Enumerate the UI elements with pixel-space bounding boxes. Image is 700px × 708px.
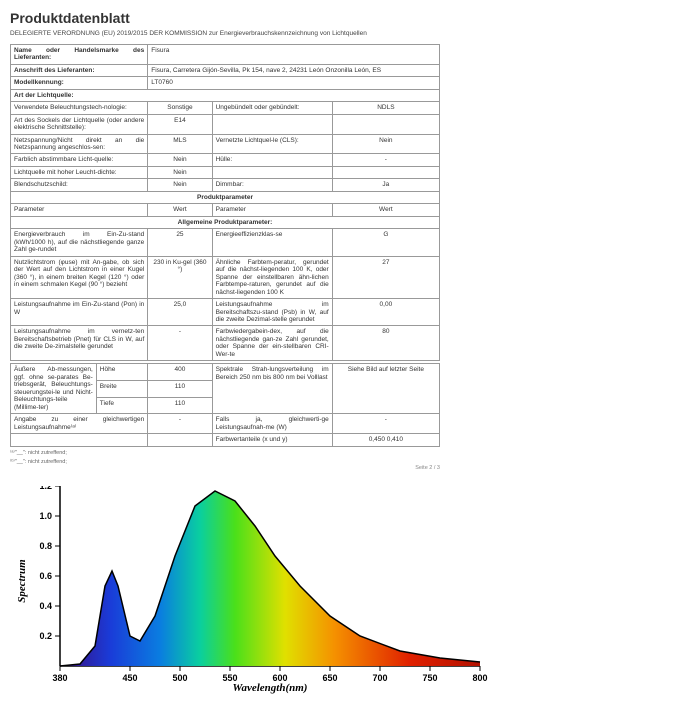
c: Wert [148,204,212,216]
c: Energieverbrauch im Ein-Zu-stand (kWh/10… [11,229,148,256]
c: Verwendete Beleuchtungstech-nologie: [11,102,148,114]
spectrum-chart: 0.20.40.60.81.01.2 380450500550600650700… [10,486,690,698]
svg-text:Wavelength(nm): Wavelength(nm) [233,682,308,694]
c: Anschrift des Lieferanten: [11,64,148,76]
c: Netzspannung/Nicht direkt an die Netzspa… [11,134,148,154]
c: G [332,229,439,256]
c: Art des Sockels der Lichtquelle (oder an… [11,114,148,134]
svg-text:380: 380 [52,673,67,683]
c: E14 [148,114,212,134]
c [212,114,332,134]
c: Energieeffizienzklas-se [212,229,332,256]
c: Angabe zu einer gleichwertigen Leistungs… [11,414,148,434]
c: Breite [96,380,147,397]
c: 27 [332,256,439,298]
svg-text:0.2: 0.2 [39,631,52,641]
c: Parameter [11,204,148,216]
c: Siehe Bild auf letzter Seite [332,364,439,414]
c: 110 [148,380,212,397]
c: - [332,414,439,434]
c: Art der Lichtquelle: [11,89,440,101]
c: Leistungsaufnahme im vernetz-ten Bereits… [11,326,148,361]
c [11,434,148,446]
c [212,166,332,178]
c: Nein [148,166,212,178]
c: Nein [332,134,439,154]
footnote-a: ⁽ᵃ⁾"__": nicht zutreffend; [10,450,690,456]
page-number: Seite 2 / 3 [10,465,440,471]
c: LT0760 [148,77,440,89]
svg-text:0.4: 0.4 [39,601,52,611]
c: 0,00 [332,299,439,326]
c: Modellkennung: [11,77,148,89]
c: Höhe [96,364,147,381]
c: Spektrale Strah-lungsverteilung im Berei… [212,364,332,414]
c: Ähnliche Farbtem-peratur, gerundet auf d… [212,256,332,298]
svg-text:750: 750 [422,673,437,683]
c [332,166,439,178]
c: Dimmbar: [212,179,332,191]
c: Fisura [148,44,440,64]
svg-text:Spectrum: Spectrum [16,558,28,602]
c: 25,0 [148,299,212,326]
page-title: Produktdatenblatt [10,10,690,26]
c: NDLS [332,102,439,114]
c: Tiefe [96,397,147,414]
c: Allgemeine Produktparameter: [11,216,440,228]
c: Nein [148,154,212,166]
c: Ja [332,179,439,191]
svg-text:1.0: 1.0 [39,511,52,521]
c: Farbwertanteile (x und y) [212,434,332,446]
c: Falls ja, gleichwerti-ge Leistungsaufnah… [212,414,332,434]
c: Hülle: [212,154,332,166]
svg-text:1.2: 1.2 [39,486,52,491]
c: MLS [148,134,212,154]
c: 25 [148,229,212,256]
c: Leistungsaufnahme im Bereitschaftszu-sta… [212,299,332,326]
svg-text:650: 650 [322,673,337,683]
regulation-subtitle: DELEGIERTE VERORDNUNG (EU) 2019/2015 DER… [10,30,690,38]
c: - [332,154,439,166]
c: 0,450 0,410 [332,434,439,446]
c: Fisura, Carretera Gijón-Sevilla, Pk 154,… [148,64,440,76]
c: Blendschutzschild: [11,179,148,191]
c: Nein [148,179,212,191]
c: Farbwiedergabein-dex, auf die nächstlieg… [212,326,332,361]
c: - [148,414,212,434]
svg-text:0.6: 0.6 [39,571,52,581]
c: Vernetzte Lichtquel-le (CLS): [212,134,332,154]
c [148,434,212,446]
c: Produktparameter [11,191,440,203]
dimensions-table: Äußere Ab-messungen, ggf. ohne se-parate… [10,363,440,446]
svg-text:800: 800 [472,673,487,683]
c [332,114,439,134]
c: Sonstige [148,102,212,114]
c: - [148,326,212,361]
c: 400 [148,364,212,381]
c: Nutzlichtstrom (φuse) mit An-gabe, ob si… [11,256,148,298]
c: 230 in Ku-gel (360 °) [148,256,212,298]
c: Wert [332,204,439,216]
datasheet-table: Name oder Handelsmarke des Lieferanten:F… [10,44,440,362]
c: Ungebündelt oder gebündelt: [212,102,332,114]
c: Lichtquelle mit hoher Leucht-dichte: [11,166,148,178]
c: 80 [332,326,439,361]
c: Farblich abstimmbare Licht-quelle: [11,154,148,166]
c: Leistungsaufnahme im Ein-Zu-stand (Pon) … [11,299,148,326]
c: 110 [148,397,212,414]
c: Parameter [212,204,332,216]
c: Äußere Ab-messungen, ggf. ohne se-parate… [11,364,97,414]
svg-text:0.8: 0.8 [39,541,52,551]
svg-text:450: 450 [122,673,137,683]
c: Name oder Handelsmarke des Lieferanten: [11,44,148,64]
svg-text:700: 700 [372,673,387,683]
svg-text:500: 500 [172,673,187,683]
